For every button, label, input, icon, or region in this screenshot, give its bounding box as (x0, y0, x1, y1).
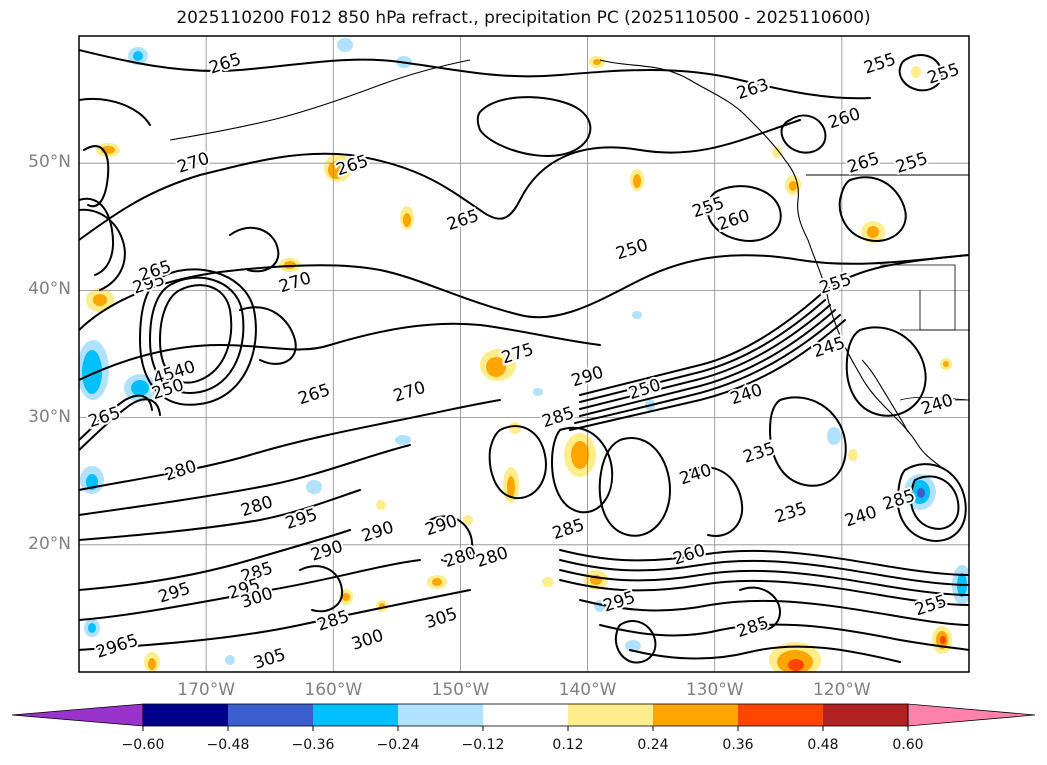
contour-line (896, 463, 967, 542)
contour-line (559, 549, 969, 576)
contour-line (299, 565, 344, 613)
colorbar-segment (823, 704, 909, 726)
longitude-label: 150°W (431, 680, 490, 700)
contour-line (598, 437, 671, 537)
plot-frame (78, 35, 970, 673)
contour-line (614, 620, 657, 664)
colorbar-tick-label: 0.48 (807, 737, 839, 753)
contour-line (79, 444, 411, 516)
coastlines (169, 59, 969, 471)
longitude-label: 120°W (812, 680, 871, 700)
contour-line (559, 579, 969, 606)
contour-line (739, 586, 781, 632)
contour-line (599, 623, 969, 651)
colorbar-tick-label: −0.24 (376, 737, 420, 753)
contour-line (579, 599, 969, 626)
contour-line (139, 268, 257, 406)
colorbar-tick-label: 0.36 (722, 737, 754, 753)
colorbar-tick-label: 0.60 (892, 737, 924, 753)
contour-line (476, 96, 592, 157)
contour-line (559, 569, 969, 596)
colorbar-tick-label: 0.24 (637, 737, 669, 753)
contour-line (79, 208, 126, 291)
contour-line (79, 119, 801, 241)
colorbar-extend-low (11, 703, 144, 727)
latitude-label: 50°N (28, 152, 71, 173)
contour-line (579, 254, 969, 396)
colorbar-tick-label: −0.60 (121, 737, 165, 753)
contour-line (706, 185, 782, 242)
colorbar-tick-label: 0.12 (552, 737, 584, 753)
contour-line (769, 396, 847, 487)
latitude-label: 30°N (28, 406, 71, 427)
contour-line (79, 399, 501, 491)
contour-line (898, 54, 943, 92)
contour-line (79, 98, 151, 126)
contour-line (689, 466, 744, 537)
colorbar-frame (142, 703, 909, 727)
contour-line (79, 197, 114, 276)
contour-line (229, 226, 280, 273)
longitude-label: 160°W (304, 680, 363, 700)
contour-line (579, 304, 831, 410)
contour-line (79, 589, 471, 651)
contour-line (79, 254, 969, 331)
contour-line (149, 276, 245, 394)
colorbar-tick-label: −0.12 (461, 737, 505, 753)
contour-line (838, 176, 907, 242)
precip-blob-negative (79, 38, 969, 665)
contour-line (574, 314, 841, 424)
contour-line (488, 425, 547, 500)
contour-line (79, 529, 351, 591)
colorbar-tick-label: −0.36 (291, 737, 335, 753)
contour-line (780, 114, 827, 154)
lat-lon-gridlines (79, 36, 969, 672)
colorbar-segment (313, 704, 399, 726)
longitude-label: 170°W (177, 680, 236, 700)
colorbar-segment (653, 704, 739, 726)
contour-line (79, 322, 601, 381)
contour-line (239, 306, 297, 365)
longitude-label: 140°W (558, 680, 617, 700)
contour-line (629, 645, 901, 663)
colorbar-segment (228, 704, 314, 726)
refractivity-contours (79, 49, 969, 664)
coastline-baja (861, 359, 909, 433)
latitude-label: 40°N (28, 279, 71, 300)
contour-line (83, 145, 110, 208)
colorbar-segment (483, 704, 569, 726)
contour-line (79, 489, 361, 541)
coastline-na-west (807, 239, 946, 471)
coastline-aleutians (169, 59, 471, 141)
colorbar-extend-high (907, 703, 1036, 727)
longitude-label: 130°W (685, 680, 744, 700)
contour-line (79, 49, 871, 100)
colorbar-segment (143, 704, 229, 726)
colorbar-segment (568, 704, 654, 726)
border-mexico (899, 396, 969, 401)
contour-line (79, 398, 161, 451)
contour-line (79, 559, 421, 621)
contour-line (909, 475, 960, 530)
contour-line (429, 515, 474, 563)
latitude-label: 20°N (28, 533, 71, 554)
contour-line (159, 284, 233, 384)
colorbar (11, 703, 1036, 731)
colorbar-tick-label: −0.48 (206, 737, 250, 753)
coastline-alaska (599, 59, 809, 241)
contour-line (579, 299, 826, 403)
colorbar-segment (738, 704, 824, 726)
contour-line (559, 559, 969, 586)
colorbar-segment (398, 704, 484, 726)
map-title: 2025110200 F012 850 hPa refract., precip… (176, 8, 871, 28)
contour-line (579, 309, 836, 417)
contour-line (569, 319, 846, 431)
contour-line (551, 426, 614, 514)
